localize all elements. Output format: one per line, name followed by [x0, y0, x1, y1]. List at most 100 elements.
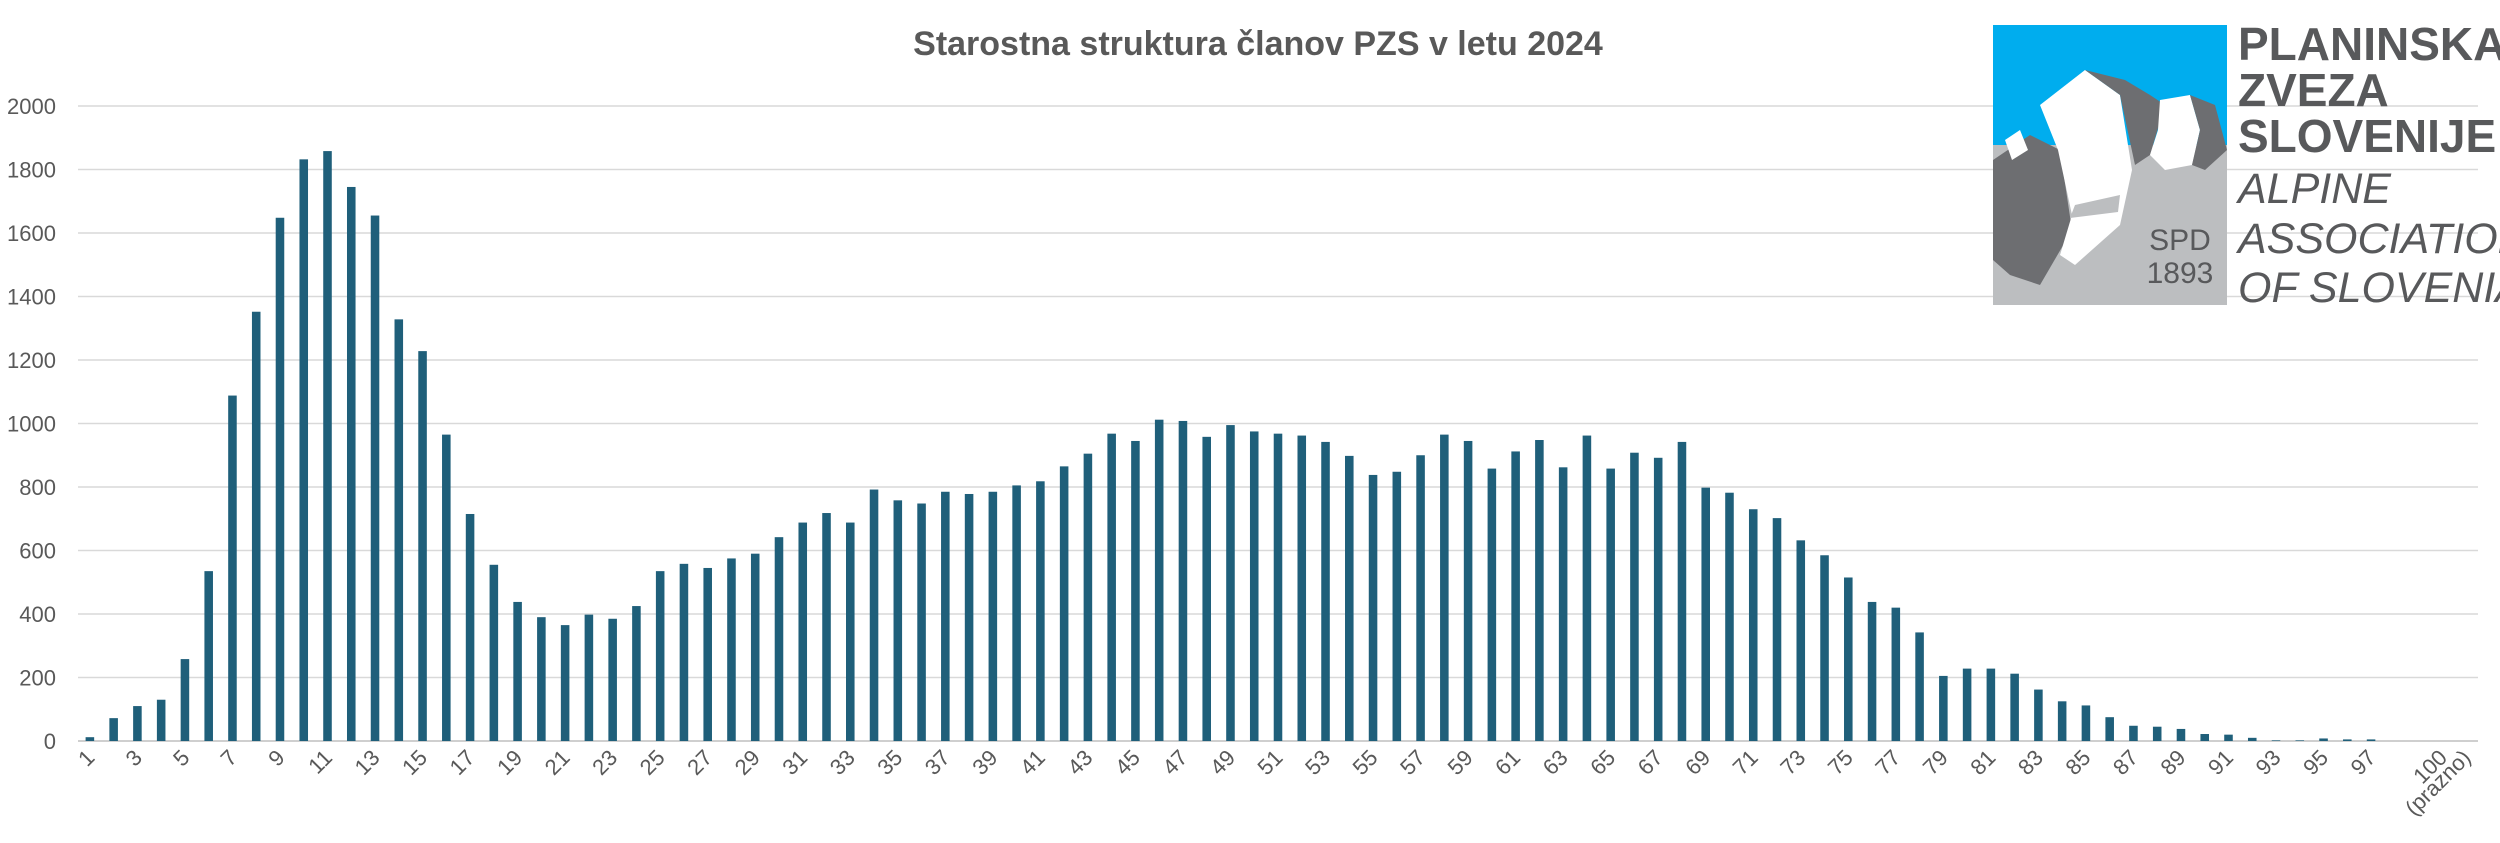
bar	[798, 522, 808, 741]
y-tick-label: 1200	[7, 348, 56, 373]
bar	[2200, 734, 2210, 741]
bar	[1487, 468, 1497, 741]
bar	[1178, 420, 1188, 741]
bar	[2366, 739, 2376, 741]
bar	[133, 706, 142, 741]
x-tick-label: 63	[1538, 745, 1573, 780]
x-tick-label: 91	[2203, 745, 2238, 780]
bar	[1012, 485, 1021, 741]
x-tick-label: 65	[1585, 745, 1620, 780]
bar	[679, 563, 689, 741]
bar	[2295, 740, 2305, 741]
x-tick-label: 33	[825, 745, 860, 780]
bar	[1154, 419, 1164, 741]
bar	[1368, 474, 1378, 741]
x-tick-label: 35	[872, 745, 907, 780]
bar	[1511, 451, 1520, 741]
badge-line1: SPD	[2149, 224, 2211, 257]
x-tick-label: 59	[1443, 745, 1478, 780]
bar	[109, 718, 118, 741]
x-tick-label: 57	[1395, 745, 1430, 780]
x-tick-label: 97	[2346, 745, 2381, 780]
x-tick-label: 43	[1062, 745, 1097, 780]
y-tick-label: 400	[19, 602, 56, 627]
bar	[1463, 440, 1473, 741]
x-tick-label: 69	[1680, 745, 1715, 780]
bar	[2010, 673, 2019, 741]
chart-title: Starostna struktura članov PZS v letu 20…	[913, 25, 1603, 63]
bar	[1844, 577, 1853, 741]
bar	[465, 513, 475, 741]
x-tick-label: 79	[1918, 745, 1953, 780]
x-tick-label: 41	[1015, 745, 1050, 780]
y-tick-label: 1000	[7, 412, 56, 437]
bar	[2247, 737, 2257, 741]
bar	[1915, 632, 1924, 741]
bar	[1036, 481, 1045, 741]
x-tick-label: 17	[445, 745, 480, 780]
bar	[2271, 740, 2281, 741]
x-tick-label: 1	[73, 745, 99, 771]
bar	[2343, 739, 2352, 741]
bar	[1131, 440, 1140, 741]
pzs-logo: SPD 1893 PLANINSKA ZVEZA SLOVENIJE ALPIN…	[1993, 18, 2500, 312]
bar	[1226, 425, 1235, 741]
x-tick-label: 83	[2013, 745, 2048, 780]
logo-en-line1: ALPINE	[2235, 165, 2392, 213]
bar	[2105, 717, 2114, 741]
y-tick-label: 1400	[7, 285, 56, 310]
bar	[941, 491, 950, 741]
bar	[2081, 705, 2091, 741]
bar	[156, 699, 166, 741]
bar	[1653, 457, 1663, 741]
x-tick-label: 45	[1110, 745, 1145, 780]
x-tick-label: 39	[967, 745, 1002, 780]
x-tick-label: 67	[1633, 745, 1668, 780]
x-tick-label: 37	[920, 745, 955, 780]
bar	[2176, 728, 2186, 741]
x-axis-ticks: 1 3 5 7 9 11 13 15 17 19 21 23 25 27 29 31 33 35 37 39 41 43 4…	[73, 745, 2476, 821]
bar	[394, 319, 404, 741]
x-tick-label: 27	[682, 745, 717, 780]
bar	[442, 434, 451, 741]
x-tick-label: 71	[1728, 745, 1763, 780]
bar	[323, 151, 332, 741]
bar	[1772, 518, 1782, 741]
logo-name-line2: ZVEZA	[2238, 64, 2389, 116]
bar	[537, 617, 546, 741]
bar	[774, 537, 784, 741]
x-tick-label: 9	[263, 745, 289, 771]
x-tick-label: 53	[1300, 745, 1335, 780]
bar	[85, 737, 95, 741]
x-tick-label: 23	[587, 745, 622, 780]
bar	[228, 395, 237, 741]
x-tick-label: 5	[168, 745, 194, 771]
x-tick-label: 13	[350, 745, 385, 780]
bar	[560, 625, 570, 741]
x-tick-label: 15	[397, 745, 432, 780]
logo-en-line2: ASSOCIATION	[2235, 215, 2500, 263]
bar	[2319, 738, 2328, 741]
bar	[1107, 433, 1116, 741]
logo-en-line3: OF SLOVENIA	[2238, 264, 2500, 312]
bar	[251, 311, 261, 741]
x-tick-label: 51	[1253, 745, 1288, 780]
bar	[1202, 436, 1211, 741]
bar	[1986, 668, 1996, 741]
bar	[1083, 453, 1093, 741]
y-tick-label: 2000	[7, 94, 56, 119]
x-tick-label: 31	[777, 745, 812, 780]
x-tick-label: 19	[492, 745, 527, 780]
x-tick-label: 21	[540, 745, 575, 780]
bar	[2129, 725, 2138, 741]
y-tick-label: 1600	[7, 221, 56, 246]
bar	[1891, 607, 1901, 741]
bar	[655, 571, 665, 741]
bar	[703, 567, 712, 741]
bar	[608, 618, 617, 741]
y-axis-ticks: 0 200 400 600 800 1000 1200 1400 1600 1800 2000	[7, 94, 56, 754]
bar-series	[85, 151, 2376, 742]
bar	[1606, 468, 1615, 741]
bar	[1297, 435, 1307, 741]
bar	[1962, 668, 1972, 741]
